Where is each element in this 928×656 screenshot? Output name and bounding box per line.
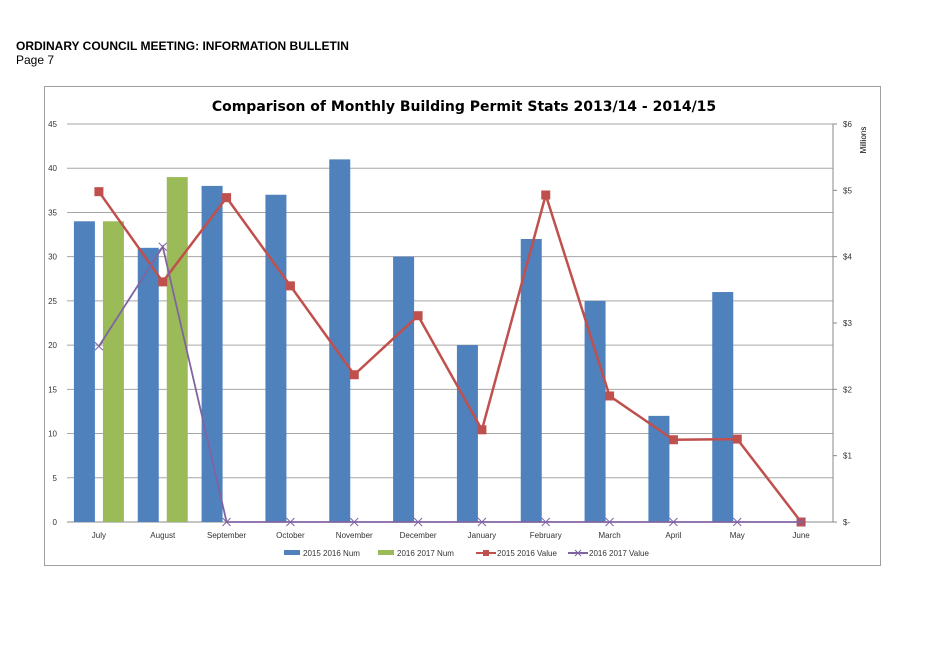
y-tick-label: 10	[48, 430, 57, 439]
y2-tick-label: $3	[843, 319, 852, 328]
x-tick-label: March	[598, 531, 620, 540]
marker-square	[668, 435, 678, 445]
y2-tick-label: $2	[843, 385, 852, 394]
marker-x	[669, 517, 678, 527]
marker-x	[732, 517, 742, 527]
bar-2015-2016-num	[265, 194, 287, 522]
x-tick-label: September	[207, 531, 246, 540]
marker-square	[477, 425, 487, 435]
bar-2016-2017-num	[166, 177, 188, 523]
marker-x	[94, 341, 104, 351]
legend-label: 2015 2016 Value	[497, 549, 557, 558]
bar-2015-2016-num	[201, 185, 223, 522]
legend-label: 2016 2017 Num	[397, 549, 454, 558]
marker-x	[413, 517, 423, 527]
x-tick-label: May	[730, 531, 745, 540]
marker-x	[541, 517, 551, 527]
legend-label: 2016 2017 Value	[589, 549, 649, 558]
marker-square	[605, 391, 615, 401]
marker-square	[158, 277, 168, 287]
bar-2015-2016-num	[73, 221, 95, 523]
bar-2016-2017-num	[102, 221, 124, 523]
x-tick-label: July	[92, 531, 106, 540]
bar-2015-2016-num	[520, 238, 542, 522]
y-tick-label: 40	[48, 164, 57, 173]
marker-square	[94, 187, 104, 197]
marker-square	[222, 193, 232, 203]
marker-x	[796, 517, 806, 527]
marker-x	[477, 517, 487, 527]
y2-tick-label: $-	[843, 518, 850, 527]
legend-swatch	[284, 550, 300, 555]
legend-marker	[574, 549, 582, 557]
marker-x	[286, 517, 295, 527]
x-tick-label: October	[276, 531, 305, 540]
x-tick-label: June	[792, 531, 810, 540]
y-tick-label: 35	[48, 208, 57, 217]
line-2015-2016-value	[97, 190, 803, 523]
x-tick-label: February	[530, 531, 562, 540]
bar-2015-2016-num	[393, 256, 415, 522]
legend-label: 2015 2016 Num	[303, 549, 360, 558]
bar-2015-2016-num	[456, 345, 478, 522]
chart-frame	[44, 86, 881, 566]
bar-2015-2016-num	[712, 292, 734, 522]
marker-x	[349, 517, 359, 527]
marker-x	[222, 517, 231, 527]
marker-square	[285, 281, 295, 291]
x-tick-label: December	[400, 531, 437, 540]
page-number: Page 7	[16, 53, 55, 67]
marker-square	[732, 434, 742, 444]
y2-tick-label: $5	[843, 186, 852, 195]
y2-axis-label: Millions	[859, 127, 868, 154]
y-tick-label: 5	[53, 474, 58, 483]
document-header: ORDINARY COUNCIL MEETING: INFORMATION BU…	[16, 39, 349, 67]
y2-tick-label: $4	[843, 253, 852, 262]
y-tick-label: 0	[53, 518, 58, 527]
y2-tick-label: $6	[843, 120, 852, 129]
x-tick-label: January	[468, 531, 496, 540]
line-2016-2017-value	[98, 244, 802, 523]
bar-2015-2016-num	[584, 300, 606, 522]
y-tick-label: 30	[48, 253, 57, 262]
bar-2015-2016-num	[137, 247, 159, 523]
x-tick-label: November	[336, 531, 373, 540]
x-tick-label: April	[665, 531, 681, 540]
x-tick-label: August	[150, 531, 176, 540]
y-tick-label: 25	[48, 297, 57, 306]
y2-tick-label: $1	[843, 452, 852, 461]
y-tick-label: 15	[48, 385, 57, 394]
marker-x	[158, 242, 168, 252]
marker-x	[605, 517, 614, 527]
marker-square	[541, 190, 551, 200]
legend-marker	[483, 550, 489, 556]
marker-square	[349, 370, 359, 380]
legend-swatch	[378, 550, 394, 555]
marker-square	[413, 311, 423, 321]
chart-title: Comparison of Monthly Building Permit St…	[212, 99, 716, 115]
y-tick-label: 45	[48, 120, 57, 129]
bar-2015-2016-num	[648, 415, 670, 522]
y-tick-label: 20	[48, 341, 57, 350]
bar-2015-2016-num	[329, 159, 351, 522]
bulletin-title: ORDINARY COUNCIL MEETING: INFORMATION BU…	[16, 39, 349, 53]
